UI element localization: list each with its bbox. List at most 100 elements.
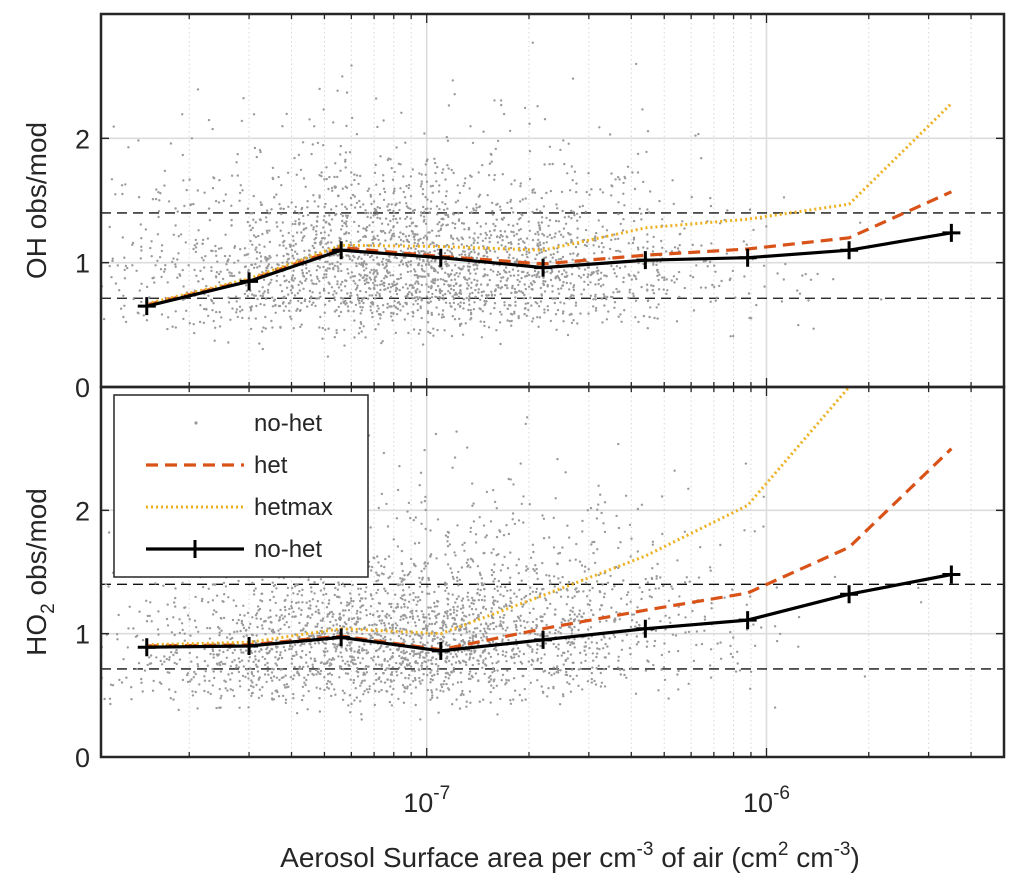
scatter-point (613, 301, 617, 304)
scatter-point (380, 341, 383, 345)
scatter-point (417, 239, 420, 242)
scatter-point (301, 236, 305, 239)
scatter-point (392, 280, 396, 283)
scatter-point (594, 293, 597, 296)
scatter-point (233, 274, 236, 278)
scatter-point (507, 638, 510, 642)
scatter-point (379, 317, 382, 320)
scatter-point (393, 235, 396, 238)
scatter-point (384, 627, 387, 630)
scatter-point (517, 558, 521, 561)
scatter-point (662, 666, 666, 669)
scatter-point (596, 266, 599, 269)
scatter-point (336, 254, 339, 257)
scatter-point (174, 263, 177, 266)
scatter-point (441, 171, 444, 174)
scatter-point (632, 274, 636, 277)
scatter-point (337, 305, 340, 309)
scatter-point (391, 626, 394, 629)
scatter-point (569, 609, 572, 612)
scatter-point (604, 642, 607, 646)
scatter-point (226, 649, 229, 652)
scatter-point (631, 241, 635, 245)
scatter-point (270, 671, 274, 674)
scatter-point (399, 231, 402, 234)
scatter-point (127, 146, 130, 149)
scatter-point (398, 464, 401, 468)
scatter-point (359, 174, 362, 178)
scatter-point (296, 252, 299, 256)
scatter-point (592, 271, 595, 274)
scatter-point (261, 347, 264, 351)
scatter-point (340, 655, 343, 659)
scatter-point (461, 689, 464, 693)
scatter-point (635, 621, 638, 624)
scatter-point (365, 586, 368, 589)
scatter-point (493, 302, 497, 305)
scatter-point (816, 272, 819, 276)
scatter-point (399, 615, 403, 618)
scatter-point (321, 246, 325, 249)
scatter-point (344, 232, 348, 235)
scatter-point (336, 632, 339, 635)
scatter-point (178, 658, 182, 661)
scatter-point (386, 205, 389, 208)
scatter-point (540, 196, 543, 200)
scatter-point (415, 225, 418, 228)
scatter-point (570, 165, 573, 168)
scatter-point (457, 303, 460, 306)
scatter-point (427, 659, 430, 662)
scatter-point (762, 264, 766, 267)
scatter-point (602, 522, 605, 525)
scatter-point (700, 244, 703, 247)
scatter-point (635, 643, 639, 646)
scatter-point (612, 633, 615, 636)
scatter-point (414, 299, 417, 302)
scatter-point (661, 276, 664, 279)
scatter-point (517, 242, 520, 246)
scatter-point (699, 286, 703, 289)
scatter-point (282, 207, 285, 211)
scatter-point (448, 302, 452, 305)
scatter-point (202, 259, 205, 262)
scatter-point (536, 648, 539, 651)
scatter-point (436, 213, 439, 216)
scatter-point (160, 663, 164, 666)
scatter-point (386, 260, 390, 263)
scatter-point (551, 297, 554, 300)
scatter-point (444, 271, 447, 274)
scatter-point (652, 284, 655, 288)
scatter-point (344, 299, 347, 303)
scatter-point (323, 632, 327, 635)
scatter-point (426, 562, 430, 565)
scatter-point (561, 209, 564, 213)
scatter-point (409, 175, 413, 178)
scatter-point (468, 277, 471, 280)
scatter-point (387, 667, 391, 670)
scatter-point (780, 300, 784, 303)
scatter-point (503, 613, 506, 617)
scatter-point (570, 312, 573, 316)
scatter-point (194, 690, 197, 694)
scatter-point (485, 635, 488, 639)
scatter-point (357, 587, 360, 590)
scatter-point (645, 645, 649, 648)
scatter-point (376, 125, 379, 129)
scatter-point (252, 266, 256, 269)
scatter-point (500, 286, 504, 289)
scatter-point (557, 552, 560, 555)
scatter-point (414, 247, 417, 251)
scatter-point (418, 484, 421, 487)
scatter-point (322, 288, 326, 292)
scatter-point (158, 199, 161, 202)
scatter-point (310, 590, 313, 593)
scatter-point (282, 645, 285, 649)
scatter-point (347, 704, 350, 707)
scatter-point (251, 243, 254, 246)
scatter-point (554, 258, 558, 262)
scatter-point (369, 612, 372, 616)
scatter-point (190, 678, 193, 681)
scatter-point (450, 671, 453, 674)
scatter-point (516, 615, 520, 618)
scatter-point (618, 266, 622, 270)
